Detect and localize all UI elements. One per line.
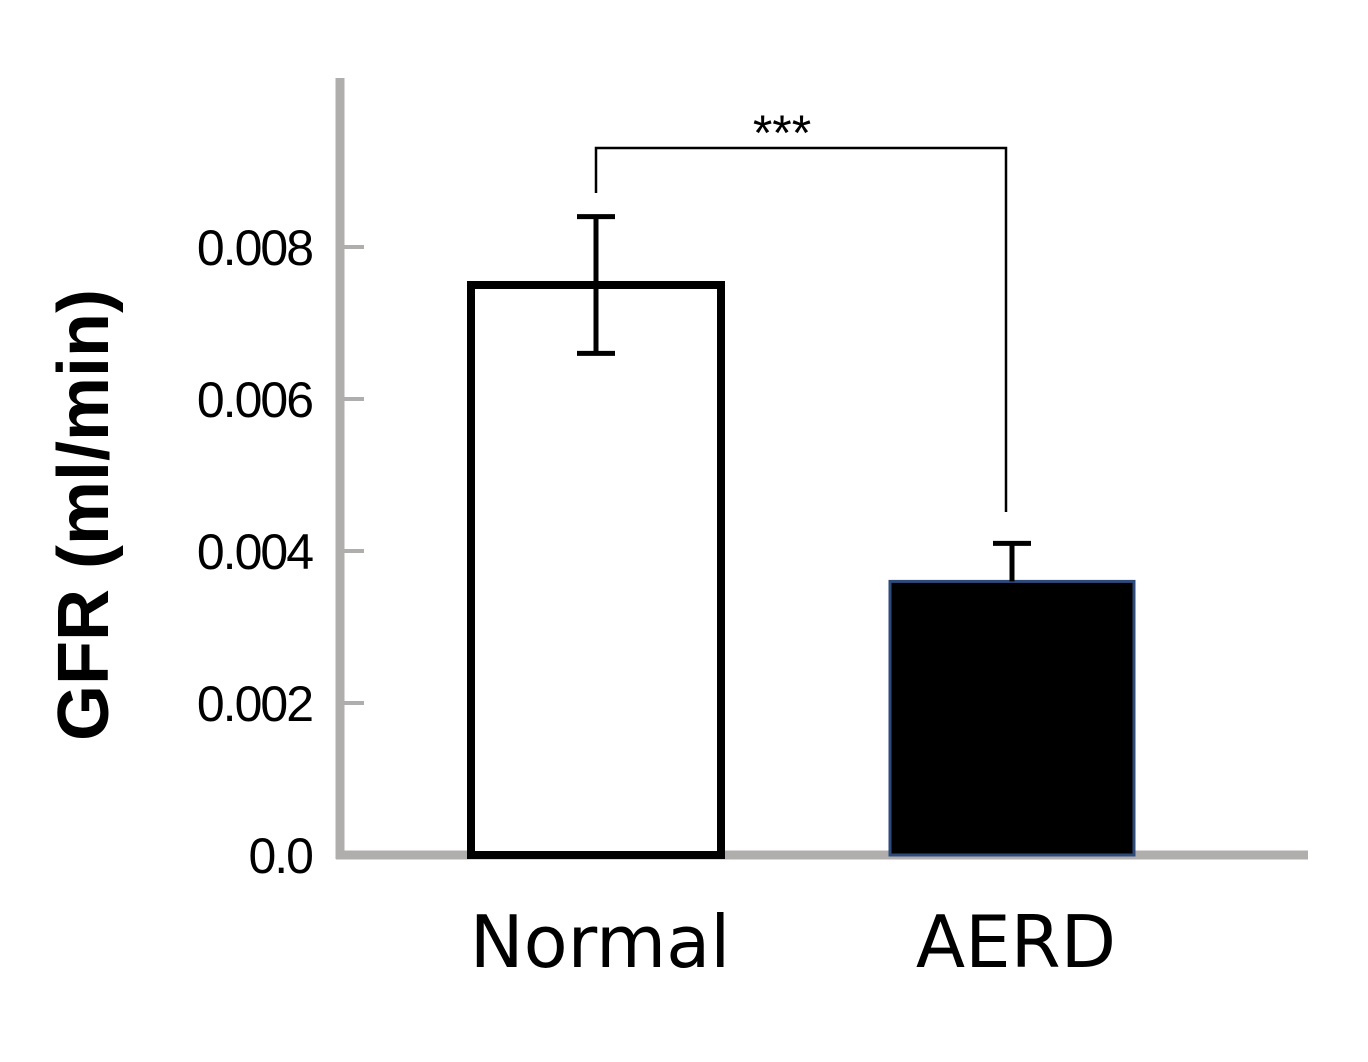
y-axis-label: GFR (ml/min)	[44, 289, 124, 741]
bar-aerd	[888, 579, 1136, 857]
y-tick-label: 0.006	[197, 372, 312, 428]
significance-bracket	[594, 146, 1008, 512]
y-tick-label: 0.002	[197, 676, 312, 732]
x-category-label: Normal	[470, 900, 731, 984]
significance-label: ***	[753, 105, 811, 161]
x-category-label: AERD	[916, 900, 1116, 984]
bar-normal	[467, 281, 725, 859]
y-tick-label: 0.008	[197, 220, 312, 276]
y-tick-label: 0.004	[197, 524, 313, 580]
y-tick-label: 0.0	[248, 828, 312, 884]
